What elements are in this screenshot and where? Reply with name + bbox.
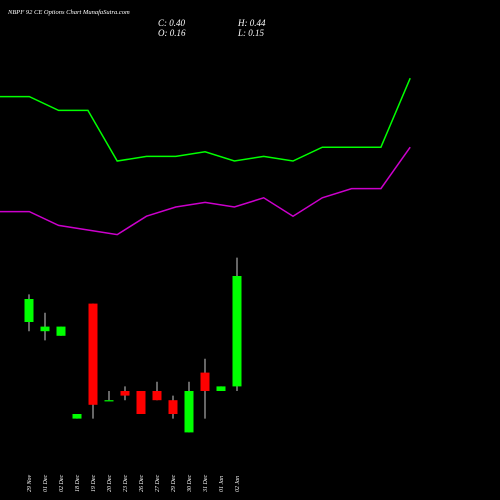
- x-tick-label: 27 Dec: [155, 475, 161, 492]
- x-tick-label: 29 Dec: [171, 475, 177, 492]
- candle-body: [72, 414, 82, 419]
- candle-body: [168, 400, 178, 414]
- candle-body: [184, 391, 194, 433]
- x-tick-label: 30 Dec: [187, 475, 193, 493]
- x-tick-label: 18 Dec: [75, 475, 81, 492]
- candle-body: [200, 372, 210, 391]
- x-tick-label: 02 Jan: [235, 476, 241, 492]
- x-tick-label: 20 Dec: [107, 475, 113, 492]
- indicator-line: [0, 77, 411, 162]
- summary-open: O: 0.16: [158, 28, 186, 38]
- x-tick-label: 01 Dec: [43, 475, 49, 492]
- x-tick-label: 01 Jan: [219, 476, 225, 492]
- candle-body: [40, 326, 50, 332]
- x-tick-label: 23 Dec: [123, 475, 129, 492]
- candle-body: [120, 391, 130, 396]
- summary-high: H: 0.44: [237, 18, 266, 28]
- candle-body: [216, 386, 226, 391]
- x-tick-label: 19 Dec: [91, 475, 97, 492]
- candle-body: [136, 391, 146, 414]
- candle-body: [232, 276, 242, 387]
- x-tick-label: 02 Dec: [59, 475, 65, 492]
- candle-body: [24, 299, 34, 322]
- candle-body: [56, 326, 66, 336]
- indicator-line: [0, 146, 411, 236]
- x-tick-label: 26 Dec: [139, 475, 145, 492]
- candle-body: [88, 303, 98, 405]
- x-tick-label: 29 Nov: [27, 474, 33, 492]
- chart-title: NBPF 92 CE Options Chart MunafaSutra.com: [7, 9, 130, 16]
- x-tick-label: 31 Dec: [203, 475, 209, 493]
- candle-body: [152, 391, 162, 401]
- summary-close: C: 0.40: [158, 18, 186, 28]
- candle-body: [104, 400, 114, 402]
- summary-low: L: 0.15: [237, 28, 265, 38]
